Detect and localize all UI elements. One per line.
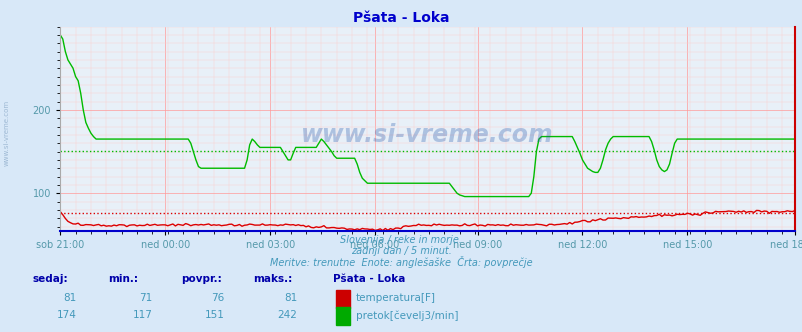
- Text: 174: 174: [56, 310, 76, 320]
- Text: www.si-vreme.com: www.si-vreme.com: [3, 100, 10, 166]
- Text: Pšata - Loka: Pšata - Loka: [333, 274, 405, 284]
- Text: Slovenija / reke in morje.: Slovenija / reke in morje.: [340, 235, 462, 245]
- Text: 151: 151: [205, 310, 225, 320]
- Text: 81: 81: [63, 293, 76, 303]
- Text: 117: 117: [132, 310, 152, 320]
- Text: 71: 71: [139, 293, 152, 303]
- Text: Pšata - Loka: Pšata - Loka: [353, 11, 449, 25]
- Text: sedaj:: sedaj:: [32, 274, 67, 284]
- Text: temperatura[F]: temperatura[F]: [355, 293, 435, 303]
- Text: www.si-vreme.com: www.si-vreme.com: [301, 123, 553, 147]
- Text: min.:: min.:: [108, 274, 138, 284]
- Text: maks.:: maks.:: [253, 274, 292, 284]
- Text: pretok[čevelj3/min]: pretok[čevelj3/min]: [355, 310, 458, 321]
- Text: povpr.:: povpr.:: [180, 274, 221, 284]
- Text: 81: 81: [283, 293, 297, 303]
- Text: 242: 242: [277, 310, 297, 320]
- Text: zadnji dan / 5 minut.: zadnji dan / 5 minut.: [350, 246, 452, 256]
- Text: 76: 76: [211, 293, 225, 303]
- Text: Meritve: trenutne  Enote: anglešaške  Črta: povprečje: Meritve: trenutne Enote: anglešaške Črta…: [269, 256, 533, 268]
